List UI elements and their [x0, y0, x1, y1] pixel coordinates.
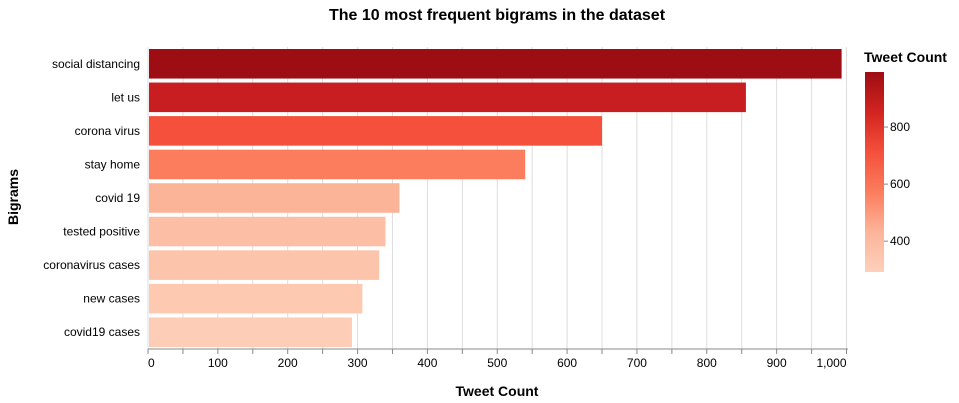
y-tick-label: tested positive — [63, 225, 140, 239]
bar — [149, 317, 352, 347]
bar — [149, 149, 526, 180]
y-axis-tick-labels: social distancing let us corona virus stay … — [43, 57, 140, 339]
bar — [149, 49, 842, 79]
legend-tick-label: 600 — [890, 177, 910, 191]
x-tick-label: 800 — [697, 356, 717, 370]
legend-gradient-bar — [865, 72, 884, 272]
x-axis-title: Tweet Count — [456, 383, 539, 399]
color-legend: Tweet Count 800 600 400 — [864, 49, 947, 272]
x-tick-label: 200 — [278, 356, 298, 370]
y-axis-title: Bigrams — [5, 169, 21, 225]
bar — [149, 82, 746, 113]
x-axis: 0 100 200 300 400 500 600 700 800 900 1,000 — [147, 348, 848, 370]
y-tick-label: coronavirus cases — [43, 258, 140, 272]
x-tick-label: 900 — [767, 356, 787, 370]
x-tick-label: 400 — [417, 356, 437, 370]
bar — [149, 116, 603, 146]
bar — [149, 216, 386, 247]
y-tick-label: stay home — [85, 157, 141, 171]
legend-tick-label: 400 — [890, 234, 910, 248]
x-tick-label: 100 — [208, 356, 228, 370]
bar — [149, 283, 363, 314]
legend-title: Tweet Count — [864, 49, 947, 65]
y-tick-label: covid19 cases — [64, 325, 140, 339]
x-tick-label: 500 — [487, 356, 507, 370]
y-tick-label: covid 19 — [95, 191, 140, 205]
chart-title: The 10 most frequent bigrams in the data… — [329, 7, 666, 24]
y-tick-label: let us — [111, 90, 140, 104]
x-tick-label: 300 — [348, 356, 368, 370]
legend-tick-label: 800 — [890, 120, 910, 134]
y-tick-label: new cases — [83, 292, 140, 306]
bar — [149, 250, 380, 280]
y-tick-label: corona virus — [75, 124, 140, 138]
x-tick-label: 600 — [557, 356, 577, 370]
bar — [149, 183, 400, 213]
bars — [149, 49, 842, 347]
x-tick-label: 1,000 — [816, 356, 846, 370]
y-tick-label: social distancing — [52, 57, 140, 71]
x-tick-label: 700 — [627, 356, 647, 370]
x-tick-label: 0 — [148, 356, 155, 370]
